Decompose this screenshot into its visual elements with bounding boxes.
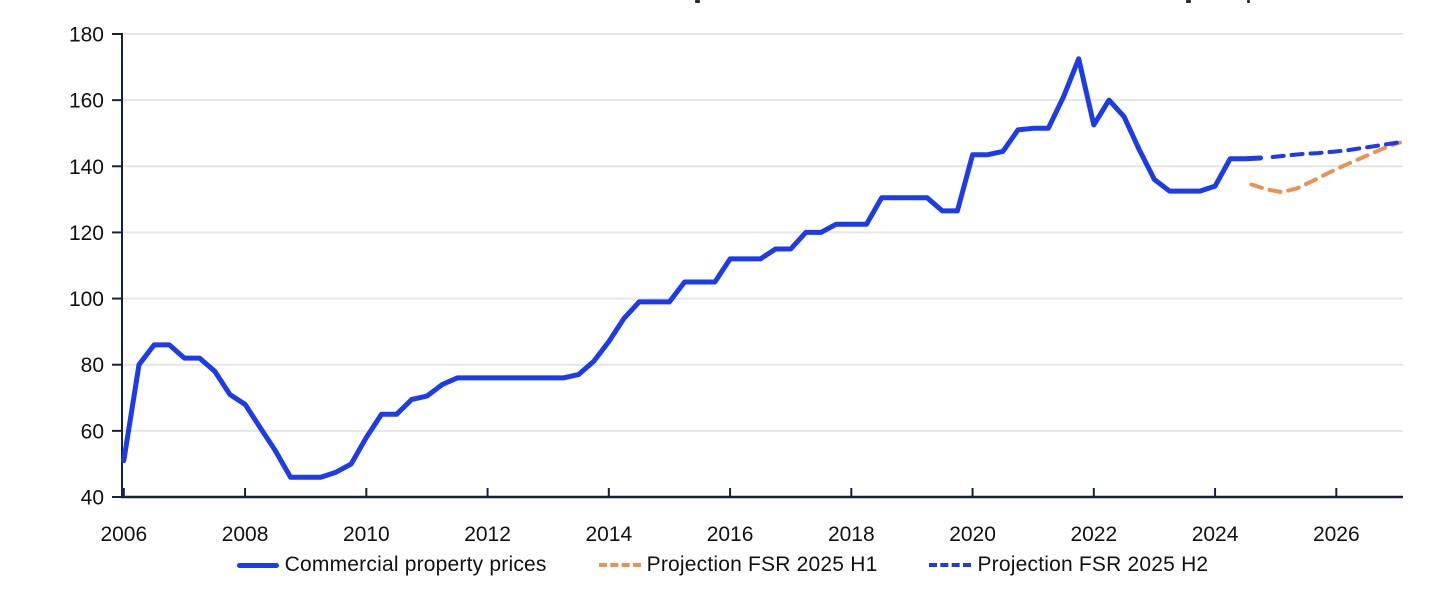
gridlines — [122, 33, 1403, 432]
axes — [112, 33, 1403, 499]
legend-item-projection-fsr-2025-h2: Projection FSR 2025 H2 — [929, 553, 1208, 577]
dashed-line-swatch-icon — [929, 563, 972, 567]
x-tick-label: 2008 — [222, 523, 269, 546]
series-line-1 — [1249, 140, 1402, 195]
x-tick-label: 2006 — [100, 523, 147, 546]
y-tick-label: 40 — [81, 487, 104, 510]
x-tick-label: 2012 — [464, 523, 511, 546]
x-tick-label: 2014 — [585, 523, 632, 546]
solid-line-swatch-icon — [236, 562, 279, 568]
x-tick-label: 2024 — [1192, 523, 1239, 546]
y-tick-label: 180 — [69, 24, 104, 47]
x-tick-label: 2010 — [343, 523, 390, 546]
dashed-line-swatch-icon — [598, 563, 641, 567]
legend-label: Commercial property prices — [284, 553, 547, 576]
legend-item-commercial-property-prices: Commercial property prices — [236, 553, 547, 577]
y-tick-label: 120 — [69, 222, 104, 245]
legend-item-projection-fsr-2025-h1: Projection FSR 2025 H1 — [598, 553, 878, 577]
x-tick-label: 2020 — [949, 523, 996, 546]
series-lines — [121, 56, 1402, 480]
y-tick-label: 80 — [81, 354, 104, 377]
y-tick-label: 160 — [69, 90, 104, 113]
series-line-0 — [121, 56, 1263, 480]
clipped-title-fragment — [1247, 0, 1250, 3]
y-tick-label: 140 — [69, 156, 104, 179]
clipped-title-fragment — [695, 0, 700, 3]
tick-labels: 40 60 80 100 120 140 160 180 2006 2008 2010 2012 201… — [69, 24, 1360, 547]
line-chart-canvas: 40 60 80 100 120 140 160 180 2006 2008 2010 2012 201… — [69, 24, 1403, 547]
series-line-2 — [1270, 140, 1402, 159]
x-tick-label: 2018 — [828, 523, 875, 546]
x-tick-label: 2026 — [1313, 523, 1360, 546]
y-tick-label: 60 — [81, 420, 104, 443]
y-tick-label: 100 — [69, 288, 104, 311]
chart-legend: Commercial property prices Projection FS… — [0, 553, 1445, 577]
legend-label: Projection FSR 2025 H1 — [646, 553, 878, 576]
legend-label: Projection FSR 2025 H2 — [977, 553, 1209, 576]
x-tick-label: 2016 — [707, 523, 754, 546]
clipped-title-fragment — [1186, 0, 1191, 3]
x-tick-label: 2022 — [1070, 523, 1117, 546]
